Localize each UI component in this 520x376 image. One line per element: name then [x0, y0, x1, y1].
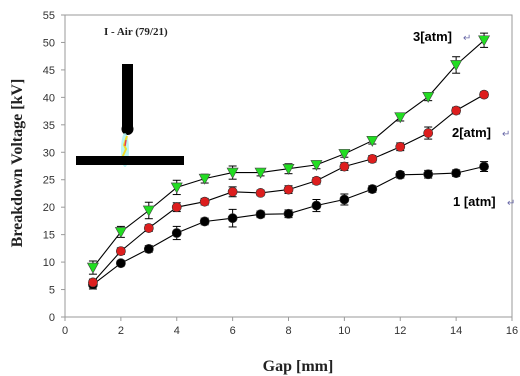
data-point [423, 128, 434, 138]
data-point [423, 169, 434, 180]
data-point [227, 213, 238, 224]
x-tick-label: 10 [338, 325, 350, 337]
x-tick-label: 16 [506, 325, 518, 337]
data-point [395, 141, 406, 152]
x-tick-label: 4 [174, 325, 180, 337]
series-label-3atm: 3[atm] ↵ [413, 29, 471, 44]
data-point [451, 105, 462, 116]
data-point [114, 227, 127, 239]
data-point [171, 228, 182, 238]
series-line [92, 39, 485, 268]
y-axis-label: Breakdown Voltage [kV] [9, 79, 26, 248]
return-mark: ↵ [507, 198, 515, 209]
x-tick-label: 14 [450, 325, 462, 337]
y-tick-label: 15 [43, 230, 55, 242]
data-point [367, 153, 378, 164]
x-tick-label: 8 [285, 325, 291, 337]
data-point [226, 167, 239, 179]
series-label-text: 2[atm] [452, 125, 491, 140]
data-point [366, 135, 379, 147]
series-label-1atm: 1 [atm] ↵ [453, 194, 515, 209]
data-point [199, 196, 210, 207]
data-point [310, 160, 323, 172]
data-point [115, 246, 126, 257]
data-point [255, 209, 266, 220]
data-point [115, 258, 126, 269]
y-tick-label: 5 [49, 285, 55, 297]
series-3atm [86, 32, 491, 275]
data-point [394, 112, 407, 124]
data-point [143, 244, 154, 254]
data-point [367, 184, 378, 194]
data-point [171, 202, 182, 213]
data-point [142, 205, 155, 217]
x-tick-label: 0 [62, 325, 68, 337]
data-point [199, 216, 210, 227]
data-point [395, 169, 406, 180]
data-point [422, 92, 435, 103]
data-point [450, 60, 463, 72]
return-mark: ↵ [463, 33, 471, 44]
data-point [88, 277, 98, 288]
x-tick-label: 12 [394, 325, 406, 337]
data-point [479, 161, 489, 172]
data-point [451, 168, 462, 179]
series-1atm [88, 161, 489, 290]
return-mark: ↵ [502, 129, 510, 140]
data-point [170, 182, 183, 194]
series-layer [86, 32, 491, 290]
data-point [339, 194, 350, 205]
data-point [86, 262, 99, 274]
y-tick-label: 35 [43, 120, 55, 132]
data-point [254, 167, 267, 179]
axes: 0 2 4 6 8 10 12 14 16 0 5 10 15 20 25 30 35 40 45 50 55 [43, 10, 518, 337]
data-point [143, 223, 154, 233]
y-tick-label: 20 [43, 202, 55, 214]
x-tick-label: 2 [118, 325, 124, 337]
data-point [198, 173, 211, 185]
data-point [338, 149, 351, 161]
inset-label: I - Air (79/21) [104, 26, 168, 38]
data-point [311, 175, 322, 186]
series-label-text: 3[atm] [413, 29, 452, 44]
data-point [255, 188, 266, 198]
data-point [227, 186, 238, 197]
data-point [478, 35, 491, 47]
x-tick-label: 6 [230, 325, 236, 337]
data-point [479, 89, 489, 100]
y-tick-label: 10 [43, 257, 55, 269]
x-axis-label: Gap [mm] [263, 358, 334, 375]
data-point [311, 200, 322, 211]
y-tick-label: 25 [43, 175, 55, 187]
y-tick-label: 50 [43, 37, 55, 49]
data-point [282, 163, 295, 175]
data-point [339, 161, 350, 172]
data-point [283, 184, 294, 195]
y-tick-label: 40 [43, 92, 55, 104]
series-2atm [88, 89, 489, 288]
y-tick-label: 55 [43, 10, 55, 22]
series-label-2atm: 2[atm] ↵ [452, 125, 510, 140]
electrode-gap-illustration [76, 64, 184, 167]
data-point [283, 208, 294, 219]
series-label-text: 1 [atm] [453, 194, 496, 209]
y-tick-label: 30 [43, 147, 55, 159]
y-tick-label: 0 [49, 312, 55, 324]
y-tick-label: 45 [43, 65, 55, 77]
